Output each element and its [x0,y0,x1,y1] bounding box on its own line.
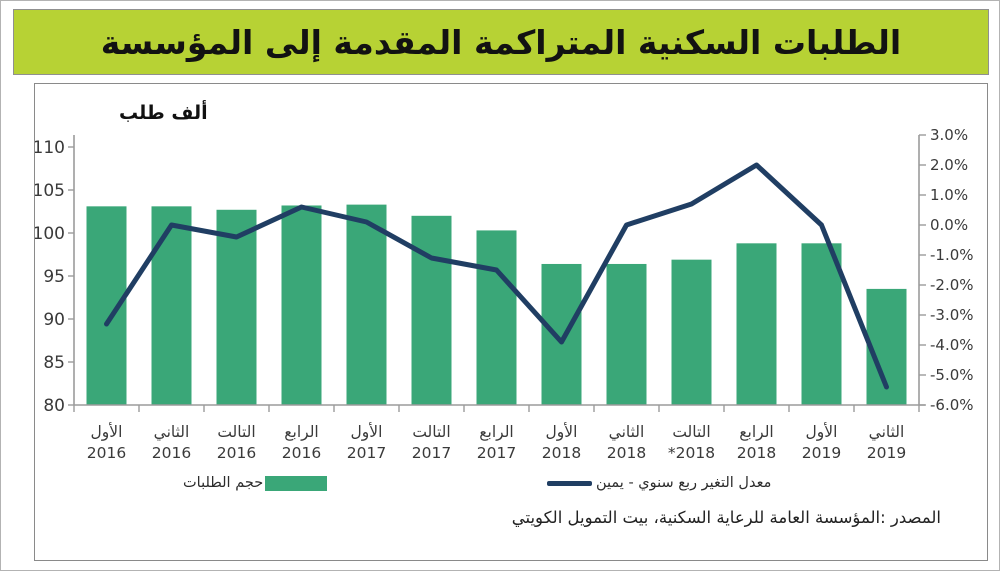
x-axis-label-quarter: الأول [91,422,123,442]
bar [736,243,777,405]
x-axis-label-quarter: الرابع [739,423,773,442]
bar-series-swatch-icon [265,475,328,491]
right-axis-tick-label: -1.0% [930,246,974,264]
legend-item-line: معدل التغير ربع سنوي - يمين [547,475,771,491]
chart-panel: 110 105 100 95 90 85 80 3.0% 2.0% 1.0% 0.0% -1.0% -2… [34,83,988,561]
bar [151,206,192,405]
x-axis-label-year: 2016 [217,444,256,462]
right-axis-tick-label: -5.0% [930,366,974,384]
right-axis-tick-label: -3.0% [930,306,974,324]
bar [476,230,517,405]
x-axis-label-quarter: الأول [806,422,838,442]
x-axis-label-quarter: التالت [217,423,255,441]
right-axis-tick-label: 3.0% [930,126,968,144]
x-axis-label-quarter: الثاني [869,423,905,442]
legend-line-label: معدل التغير ربع سنوي - يمين [596,475,772,491]
chart-title-banner: الطلبات السكنية المتراكمة المقدمة إلى ال… [13,9,989,75]
x-axis-label-quarter: الأول [546,422,578,442]
x-axis-label-year: 2018 [737,444,776,462]
left-axis-tick-label: 105 [35,181,65,201]
left-axis-tick-label: 85 [43,353,65,373]
right-axis-tick-label: -2.0% [930,276,974,294]
x-axis-label-quarter: التالت [672,423,710,441]
x-axis-label-year: *2018 [668,444,715,462]
left-axis-tick-label: 80 [43,396,65,416]
bar [346,204,387,405]
x-axis-label-year: 2017 [412,444,451,462]
chart-plot-area: 110 105 100 95 90 85 80 3.0% 2.0% 1.0% 0.0% -1.0% -2… [35,126,974,462]
x-axis-label-quarter: الثاني [154,423,190,442]
right-axis-tick-label: 2.0% [930,156,968,174]
page-title: الطلبات السكنية المتراكمة المقدمة إلى ال… [100,22,902,62]
right-axis-tick-label: 1.0% [930,186,968,204]
line-series-swatch-icon [547,480,592,486]
right-axis-tick-label: -6.0% [930,396,974,414]
source-note: المصدر :المؤسسة العامة للرعاية السكنية، … [511,508,941,527]
bar [801,243,842,405]
bar [541,263,582,405]
left-axis-tick-label: 95 [43,267,65,287]
right-axis-tick-label: -4.0% [930,336,974,354]
x-axis-label-year: 2017 [477,444,516,462]
left-axis-tick-label: 110 [35,138,65,158]
legend-bars-label: حجم الطلبات [183,475,264,491]
bar [411,215,452,405]
x-axis-label-year: 2018 [607,444,646,462]
x-axis-label-year: 2019 [867,444,906,462]
bar [671,259,712,405]
x-axis-label-year: 2018 [542,444,581,462]
bar [606,263,647,405]
x-axis-label-year: 2019 [802,444,841,462]
x-axis-label-quarter: الرابع [479,423,513,442]
trend-line [104,162,889,390]
bar [216,209,257,405]
x-axis-label-quarter: الثاني [609,423,645,442]
x-axis-label-year: 2017 [347,444,386,462]
x-axis-label-quarter: الأول [351,422,383,442]
left-axis-tick-label: 100 [35,224,65,244]
x-axis-label-year: 2016 [282,444,321,462]
right-axis-tick-label: 0.0% [930,216,968,234]
legend-item-bars: حجم الطلبات [183,475,328,491]
x-axis-label-year: 2016 [87,444,126,462]
x-axis-label-year: 2016 [152,444,191,462]
x-axis-label-quarter: الرابع [284,423,318,442]
bar [281,205,322,405]
x-axis-label-quarter: التالت [412,423,450,441]
left-axis-tick-label: 90 [43,310,65,330]
left-axis-units-label: ألف طلب [119,102,208,124]
